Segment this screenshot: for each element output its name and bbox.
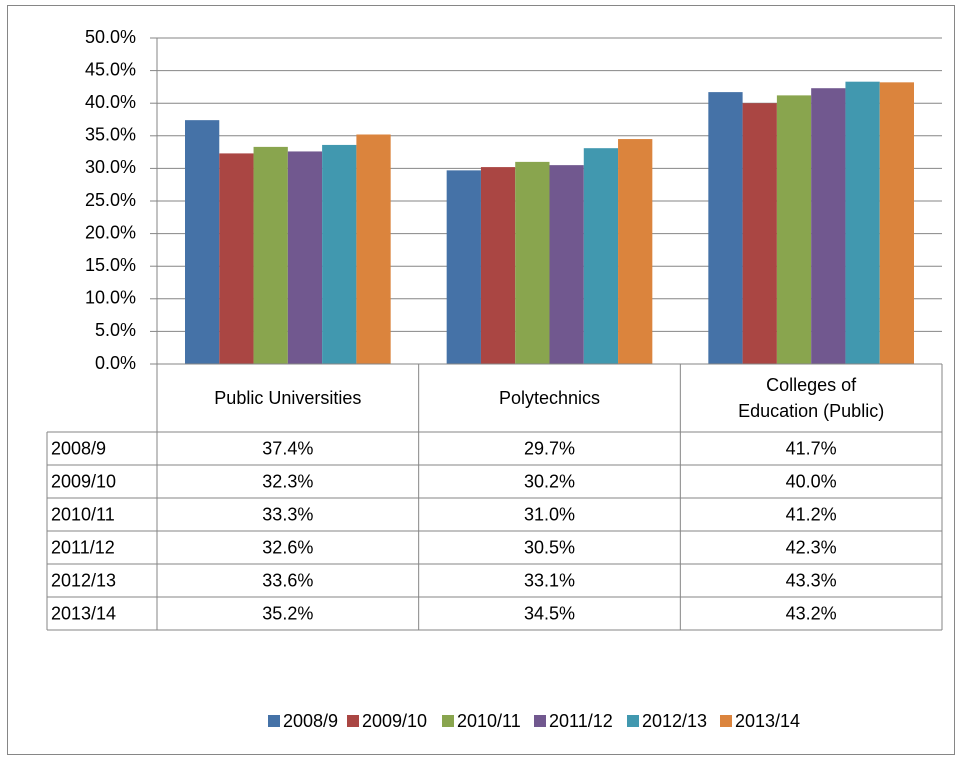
y-tick-label: 40.0% bbox=[85, 92, 136, 112]
bar bbox=[618, 139, 653, 364]
bar bbox=[845, 81, 880, 365]
y-tick-label: 5.0% bbox=[95, 320, 136, 340]
y-tick-label: 35.0% bbox=[85, 125, 136, 145]
legend-label: 2009/10 bbox=[362, 711, 427, 731]
y-tick-label: 30.0% bbox=[85, 157, 136, 177]
bar bbox=[287, 151, 323, 364]
table-value: 31.0% bbox=[524, 504, 575, 524]
category-label: Colleges of Education (Public) bbox=[738, 375, 885, 421]
table-value: 30.2% bbox=[524, 471, 575, 491]
bar bbox=[253, 146, 288, 364]
legend-swatch bbox=[534, 715, 546, 727]
y-tick-label: 25.0% bbox=[85, 190, 136, 210]
category-label: Polytechnics bbox=[498, 388, 601, 408]
table-value: 40.0% bbox=[786, 471, 837, 491]
bar bbox=[356, 134, 391, 364]
table-value: 32.6% bbox=[262, 537, 313, 557]
bar bbox=[583, 148, 619, 364]
table-value: 43.2% bbox=[786, 603, 837, 623]
bar bbox=[776, 95, 812, 364]
table-value: 33.6% bbox=[262, 570, 313, 590]
row-label: 2008/9 bbox=[51, 438, 106, 458]
table-value: 34.5% bbox=[524, 603, 575, 623]
row-label: 2009/10 bbox=[51, 471, 116, 491]
legend-swatch bbox=[627, 715, 639, 727]
y-tick-label: 0.0% bbox=[95, 353, 136, 373]
bar bbox=[515, 161, 550, 364]
row-label: 2011/12 bbox=[51, 537, 115, 557]
bar bbox=[185, 120, 220, 364]
bar bbox=[879, 82, 914, 364]
bar bbox=[708, 92, 743, 364]
bar bbox=[480, 167, 516, 364]
table-value: 30.5% bbox=[524, 537, 575, 557]
table-value: 37.4% bbox=[262, 438, 313, 458]
legend-swatch bbox=[720, 715, 732, 727]
y-tick-label: 50.0% bbox=[85, 27, 136, 47]
row-label: 2013/14 bbox=[51, 603, 116, 623]
table-value: 33.1% bbox=[524, 570, 575, 590]
table-value: 41.2% bbox=[786, 504, 837, 524]
row-label: 2012/13 bbox=[51, 570, 116, 590]
y-tick-label: 15.0% bbox=[85, 255, 136, 275]
bar bbox=[549, 165, 584, 364]
legend-label: 2012/13 bbox=[642, 711, 707, 731]
bar bbox=[742, 103, 777, 364]
y-tick-label: 20.0% bbox=[85, 222, 136, 242]
bar bbox=[811, 88, 846, 364]
y-tick-label: 45.0% bbox=[85, 59, 136, 79]
bar bbox=[446, 170, 481, 364]
legend-swatch bbox=[268, 715, 280, 727]
legend-label: 2010/11 bbox=[457, 711, 521, 731]
table-value: 41.7% bbox=[786, 438, 837, 458]
row-label: 2010/11 bbox=[51, 504, 115, 524]
table-value: 32.3% bbox=[262, 471, 313, 491]
table-value: 29.7% bbox=[524, 438, 575, 458]
table-value: 42.3% bbox=[786, 537, 837, 557]
bar bbox=[219, 153, 254, 364]
table-value: 33.3% bbox=[262, 504, 313, 524]
bar bbox=[322, 144, 357, 364]
table-value: 43.3% bbox=[786, 570, 837, 590]
category-label: Public Universities bbox=[214, 388, 362, 408]
legend-swatch bbox=[442, 715, 454, 727]
legend-label: 2011/12 bbox=[549, 711, 613, 731]
legend-label: 2013/14 bbox=[735, 711, 800, 731]
y-tick-label: 10.0% bbox=[85, 288, 136, 308]
table-value: 35.2% bbox=[262, 603, 313, 623]
legend-label: 2008/9 bbox=[283, 711, 338, 731]
legend-swatch bbox=[347, 715, 359, 727]
